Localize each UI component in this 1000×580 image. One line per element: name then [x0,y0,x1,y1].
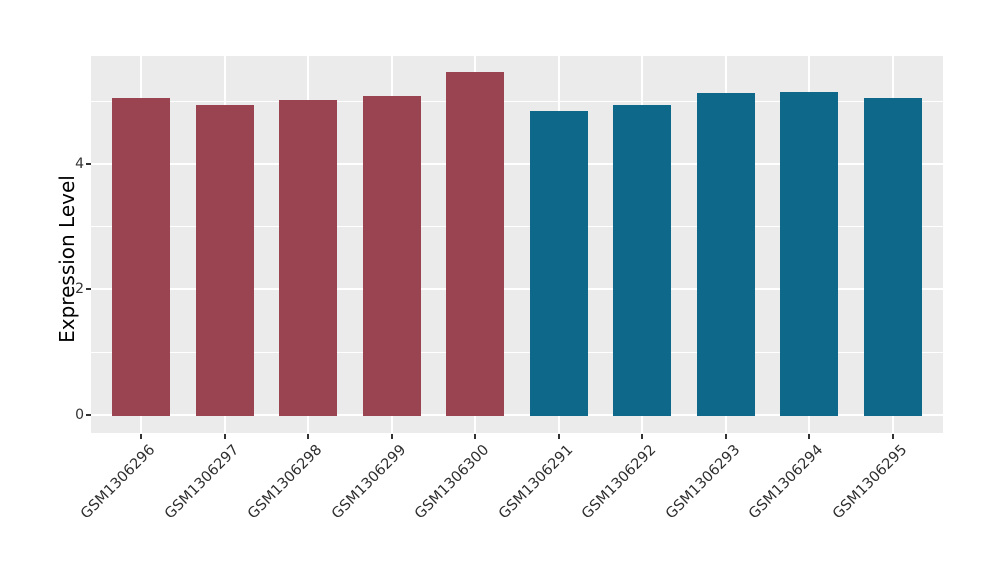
bar-GSM1306293 [696,93,755,416]
x-tick-mark-GSM1306297 [223,434,226,439]
x-tick-mark-GSM1306293 [724,434,727,439]
bar-GSM1306291 [529,111,588,416]
bar-GSM1306300 [446,72,505,416]
gridline-major-y4 [91,162,943,165]
y-tick-label-2: 2 [75,281,84,298]
bar-GSM1306295 [863,98,922,416]
y-tick-label-4: 4 [75,155,84,172]
bar-GSM1306299 [362,96,421,416]
bar-GSM1306296 [112,98,171,416]
gridline-major-y2 [91,288,943,291]
bar-GSM1306297 [195,104,254,416]
y-tick-mark-0 [86,413,91,416]
y-tick-label-0: 0 [75,406,84,423]
gridline-major-y0 [91,413,943,416]
y-axis-title: Expression Level [55,175,79,343]
bar-GSM1306294 [780,92,839,416]
y-tick-mark-2 [86,288,91,291]
x-tick-mark-GSM1306295 [891,434,894,439]
x-tick-mark-GSM1306298 [307,434,310,439]
bar-GSM1306292 [613,104,672,416]
gridline-minor-y1 [91,351,943,353]
plot-panel [91,56,943,433]
x-tick-mark-GSM1306299 [390,434,393,439]
x-tick-mark-GSM1306300 [474,434,477,439]
x-tick-mark-GSM1306294 [808,434,811,439]
x-tick-mark-GSM1306296 [140,434,143,439]
gridline-minor-y5 [91,100,943,102]
x-tick-mark-GSM1306292 [641,434,644,439]
y-tick-mark-4 [86,162,91,165]
gridline-minor-y3 [91,226,943,228]
x-tick-mark-GSM1306291 [557,434,560,439]
bar-GSM1306298 [279,99,338,416]
